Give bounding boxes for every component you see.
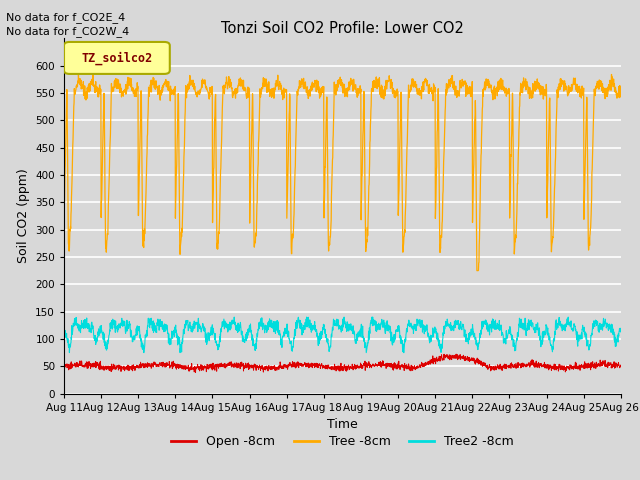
- X-axis label: Time: Time: [327, 418, 358, 431]
- Tree2 -8cm: [230, 314, 238, 320]
- Tree2 -8cm: [617, 329, 625, 335]
- Tree -8cm: [371, 84, 378, 90]
- Open -8cm: [359, 365, 367, 371]
- Text: No data for f_CO2W_4: No data for f_CO2W_4: [6, 26, 130, 37]
- Tree -8cm: [60, 212, 68, 217]
- Tree2 -8cm: [584, 339, 591, 345]
- Open -8cm: [568, 366, 576, 372]
- Tree2 -8cm: [568, 327, 576, 333]
- Text: TZ_soilco2: TZ_soilco2: [81, 51, 152, 65]
- Tree -8cm: [358, 160, 366, 166]
- Tree2 -8cm: [216, 337, 223, 343]
- Tree -8cm: [473, 268, 481, 274]
- Title: Tonzi Soil CO2 Profile: Lower CO2: Tonzi Soil CO2 Profile: Lower CO2: [221, 21, 464, 36]
- Tree -8cm: [584, 126, 591, 132]
- Open -8cm: [371, 362, 379, 368]
- Open -8cm: [216, 361, 223, 367]
- Open -8cm: [440, 351, 448, 357]
- Tree -8cm: [504, 91, 512, 96]
- Open -8cm: [505, 364, 513, 370]
- Open -8cm: [60, 364, 68, 370]
- FancyBboxPatch shape: [64, 42, 170, 74]
- Tree -8cm: [216, 225, 223, 231]
- Line: Tree2 -8cm: Tree2 -8cm: [64, 317, 621, 353]
- Line: Open -8cm: Open -8cm: [64, 354, 621, 372]
- Tree -8cm: [617, 86, 625, 92]
- Open -8cm: [584, 365, 591, 371]
- Open -8cm: [192, 370, 200, 375]
- Text: No data for f_CO2E_4: No data for f_CO2E_4: [6, 12, 125, 23]
- Tree -8cm: [607, 72, 615, 77]
- Tree -8cm: [568, 88, 575, 94]
- Y-axis label: Soil CO2 (ppm): Soil CO2 (ppm): [17, 168, 29, 264]
- Tree2 -8cm: [505, 327, 513, 333]
- Tree2 -8cm: [60, 323, 68, 329]
- Legend: Open -8cm, Tree -8cm, Tree2 -8cm: Open -8cm, Tree -8cm, Tree2 -8cm: [166, 430, 519, 453]
- Open -8cm: [617, 363, 625, 369]
- Tree2 -8cm: [371, 321, 379, 327]
- Tree2 -8cm: [65, 350, 73, 356]
- Line: Tree -8cm: Tree -8cm: [64, 74, 621, 271]
- Tree2 -8cm: [359, 331, 367, 337]
